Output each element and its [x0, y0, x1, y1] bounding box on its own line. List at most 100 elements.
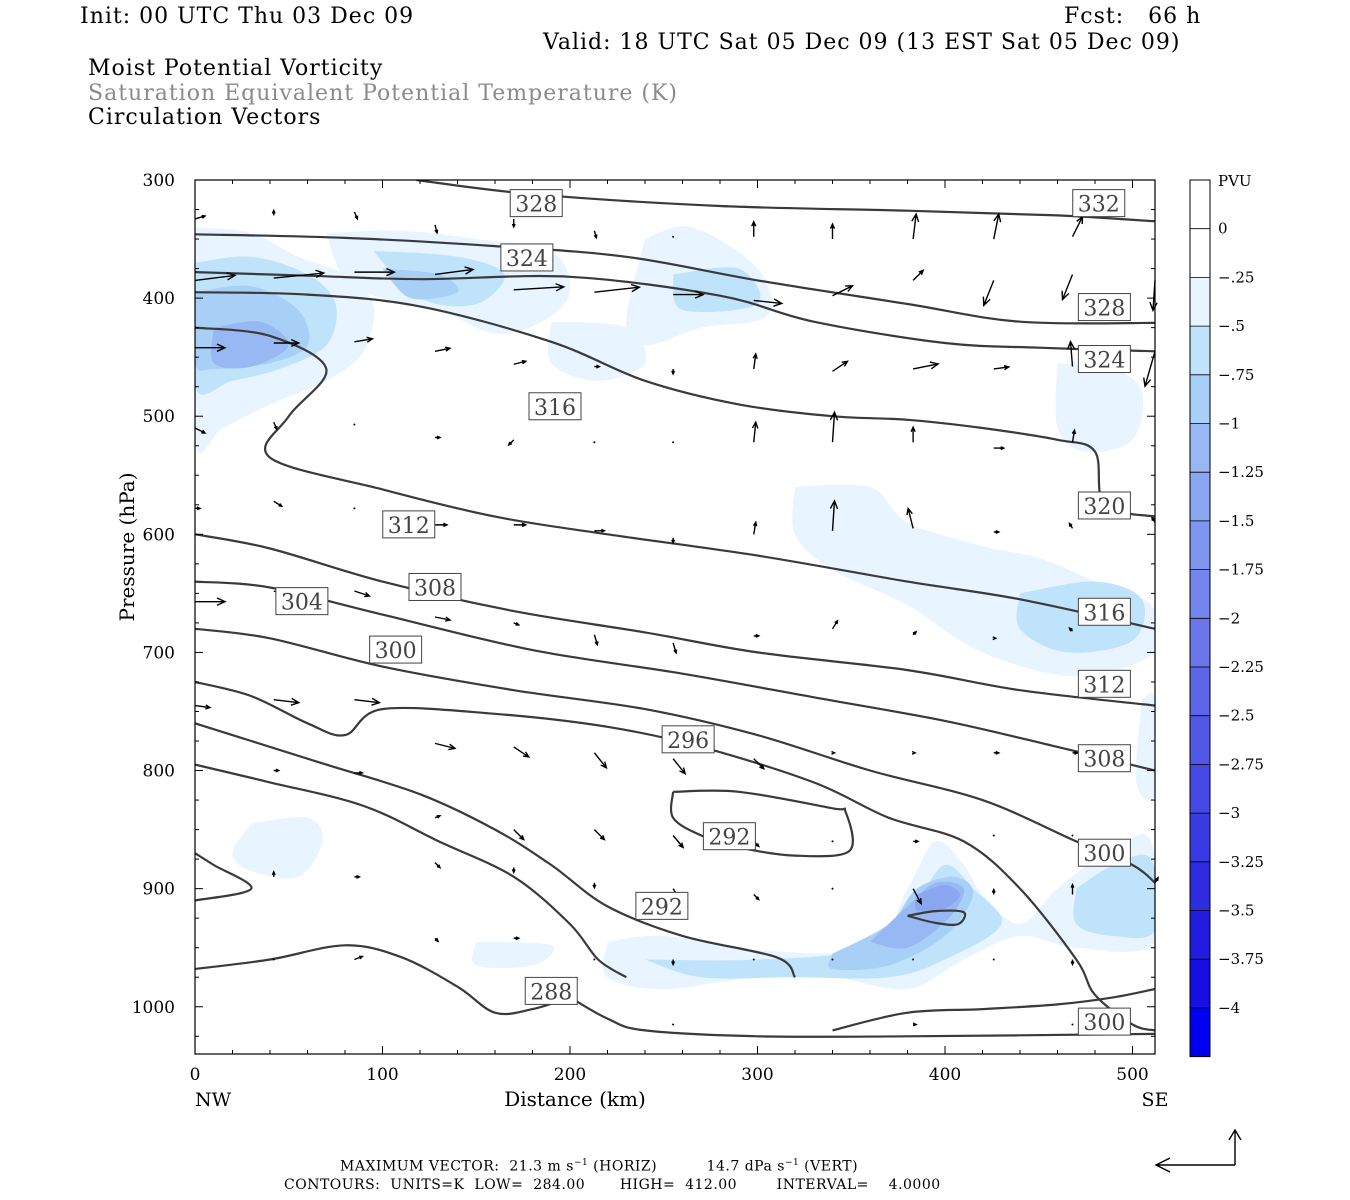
circulation-vector	[751, 420, 759, 443]
vector-dot	[272, 958, 275, 961]
circulation-vector	[273, 500, 284, 508]
vert-suffix: (VERT)	[799, 1158, 859, 1175]
contour-label-text: 308	[1083, 748, 1125, 773]
field-title-vectors: Circulation Vectors	[88, 105, 322, 130]
contour-label-text: 328	[1083, 297, 1125, 322]
contour-label-box	[1077, 838, 1131, 867]
colorbar-swatch	[1190, 764, 1210, 814]
y-tick-label: 600	[143, 525, 175, 545]
contour-label-box	[528, 392, 582, 421]
theta-contour	[195, 271, 1155, 353]
circulation-vector	[354, 336, 375, 343]
contour-label-box	[369, 635, 423, 664]
theta-contour	[569, 996, 1155, 1038]
contour-label-box	[1077, 345, 1131, 374]
circulation-vector	[354, 955, 364, 961]
plot-frame	[194, 179, 1156, 1055]
colorbar-label: −1	[1218, 415, 1240, 433]
y-tick-label: 500	[143, 407, 175, 427]
field-title-mpv: Moist Potential Vorticity	[88, 56, 384, 81]
circulation-vector	[906, 506, 914, 529]
contour-label: 312	[1077, 669, 1131, 698]
pv-region	[603, 834, 1155, 990]
circulation-vector	[753, 758, 765, 770]
circulation-vector	[434, 616, 452, 622]
contour-label-text: 324	[506, 247, 548, 272]
contour-label-box	[661, 725, 715, 754]
colorbar-swatch	[1190, 472, 1210, 521]
circulation-vector	[912, 888, 922, 906]
theta-es-contour-layer	[195, 180, 1155, 1038]
circulation-vector	[912, 269, 925, 281]
colorbar-label: −3	[1218, 804, 1240, 822]
colorbar-label: −.5	[1218, 317, 1245, 335]
circulation-vector	[1061, 274, 1074, 302]
vector-dot	[593, 958, 596, 961]
colorbar-swatch	[1190, 618, 1210, 667]
colorbar-swatch	[1190, 228, 1210, 278]
contour-label: 332	[1072, 189, 1126, 218]
pv-region	[1073, 854, 1155, 939]
contour-label-box	[1072, 189, 1126, 218]
circulation-vector	[273, 697, 301, 706]
theta-contour	[195, 291, 1155, 518]
contour-label: 288	[524, 976, 578, 1005]
pv-region	[915, 885, 961, 912]
x-tick-label: 100	[366, 1065, 398, 1085]
colorbar-swatch	[1190, 910, 1210, 960]
circulation-vector	[993, 529, 1001, 534]
theta-contour	[195, 852, 253, 902]
forecast-hour: Fcst: 66 h	[1064, 4, 1202, 29]
circulation-vector	[831, 619, 839, 630]
contour-label: 324	[500, 243, 554, 272]
colorbar-label: −1.25	[1218, 463, 1264, 481]
vector-dot	[353, 507, 356, 510]
circulation-vector	[273, 768, 281, 773]
contour-label: 324	[1077, 345, 1131, 374]
circulation-vector	[753, 894, 760, 901]
theta-contour	[195, 627, 1155, 884]
circulation-vector	[671, 537, 676, 545]
circulation-vector	[273, 421, 278, 431]
y-tick-label: 900	[143, 880, 175, 900]
pv-region	[232, 817, 323, 879]
circulation-vector	[434, 224, 439, 235]
y-tick-label: 1000	[132, 998, 175, 1018]
circulation-vector	[354, 697, 382, 706]
reference-vector-icon	[1154, 1128, 1242, 1173]
contour-label: 300	[369, 635, 423, 664]
contour-label: 316	[528, 392, 582, 421]
circulation-vector	[829, 410, 839, 443]
theta-contour	[195, 722, 796, 978]
contour-label-box	[524, 976, 578, 1005]
circulation-vector	[513, 936, 521, 941]
y-tick-label: 700	[143, 643, 175, 663]
colorbar-label: −.25	[1218, 268, 1254, 286]
horiz-exponent: −1	[573, 1158, 589, 1168]
circulation-vector	[671, 368, 676, 376]
circulation-vector	[993, 212, 1002, 240]
theta-contour	[195, 944, 571, 1016]
contour-label-text: 312	[1083, 673, 1125, 698]
vector-dot	[672, 441, 675, 444]
circulation-vector	[511, 867, 516, 875]
contour-label-box	[1077, 293, 1131, 322]
circulation-vector	[513, 746, 531, 758]
contour-label-box	[408, 572, 462, 601]
circulation-vector	[271, 870, 276, 877]
theta-contour	[195, 533, 1155, 707]
colorbar-label: −3.75	[1218, 950, 1264, 968]
colorbar-label: −2.75	[1218, 755, 1264, 773]
circulation-vector	[912, 630, 918, 636]
contour-label: 292	[702, 822, 756, 851]
circulation-vector	[1149, 280, 1158, 313]
y-axis-label: Pressure (hPa)	[115, 473, 139, 622]
contour-label-box	[1077, 491, 1131, 520]
circulation-vector	[194, 427, 207, 434]
contour-label-box	[1077, 597, 1131, 626]
colorbar-swatch	[1190, 813, 1210, 862]
horiz-suffix: (HORIZ)	[588, 1158, 658, 1175]
circulation-vector	[832, 284, 855, 297]
vector-dot	[831, 887, 834, 890]
circulation-vector	[194, 272, 237, 282]
